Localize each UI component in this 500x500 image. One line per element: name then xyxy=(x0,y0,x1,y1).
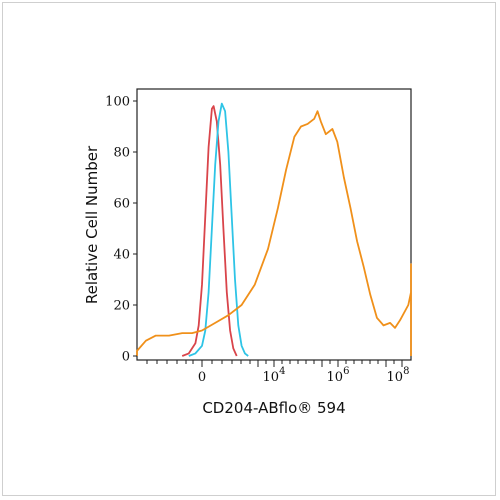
y-tick-label: 80 xyxy=(113,146,130,161)
y-axis-title: Relative Cell Number xyxy=(83,145,101,304)
y-tick-label: 20 xyxy=(113,299,130,314)
figure-frame xyxy=(2,2,496,496)
series-line-3 xyxy=(136,110,412,356)
y-tick-label: 40 xyxy=(113,248,130,263)
y-tick-label: 100 xyxy=(105,95,130,110)
series-line-1 xyxy=(181,105,238,357)
x-tick-label: 104 xyxy=(263,366,286,385)
x-tick-label: 106 xyxy=(327,366,350,385)
x-axis-title: CD204-ABflo® 594 xyxy=(202,399,345,417)
y-tick-label: 60 xyxy=(113,197,130,212)
x-tick-label: 108 xyxy=(387,366,410,385)
series-line-2 xyxy=(188,102,249,357)
x-tick-label: 0 xyxy=(198,370,206,385)
y-tick-label: 0 xyxy=(122,350,130,365)
